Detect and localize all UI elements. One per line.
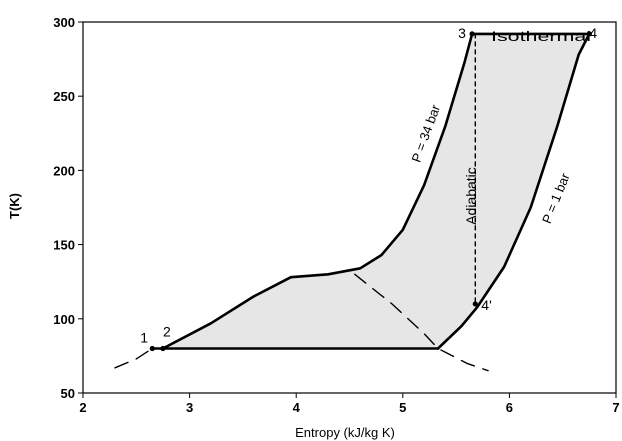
series-layer: [114, 32, 591, 372]
point-layer: 1 2 3 4 4': [140, 25, 597, 352]
state-point-0: [149, 345, 155, 352]
series-line-1: [436, 32, 591, 350]
series-line-6: [114, 347, 153, 369]
label-isothermal: Isothermal: [491, 28, 591, 44]
state-point-4: [472, 301, 478, 307]
state-point-label-4: 4': [481, 297, 491, 313]
state-point-label-3: 4: [589, 25, 597, 41]
y-tick-label-0: 50: [61, 386, 75, 401]
state-point-3: [586, 31, 592, 37]
y-axis-title: T(K): [7, 193, 22, 219]
y-tick-label-5: 300: [53, 15, 75, 30]
series-line-0: [161, 32, 474, 350]
y-tick-label-2: 150: [53, 238, 75, 253]
y-tick-label-4: 250: [53, 89, 75, 104]
x-tick-label-1: 3: [186, 400, 193, 415]
state-point-label-1: 2: [163, 323, 171, 339]
x-axis-title: Entropy (kJ/kg K): [295, 425, 395, 440]
y-tick-label-1: 100: [53, 312, 75, 327]
x-tick-label-2: 4: [293, 400, 301, 415]
x-tick-label-3: 5: [399, 400, 406, 415]
y-tick-label-3: 200: [53, 163, 75, 178]
state-point-2: [469, 31, 475, 37]
label-p-1-bar: P = 1 bar: [539, 170, 573, 225]
series-line-5: [354, 273, 489, 372]
state-point-label-0: 1: [140, 329, 148, 345]
shaded-cycle-region: [162, 33, 590, 349]
label-adiabatic: Adiabatic: [463, 167, 479, 225]
x-tick-label-5: 7: [612, 400, 619, 415]
x-tick-label-0: 2: [79, 400, 86, 415]
state-point-label-2: 3: [458, 25, 466, 41]
x-tick-label-4: 6: [506, 400, 513, 415]
plot-frame: [82, 21, 617, 394]
state-point-1: [160, 345, 166, 352]
ticks-layer: 2 3 4 5 6 7 50 100 150 200 250 300: [53, 15, 619, 415]
